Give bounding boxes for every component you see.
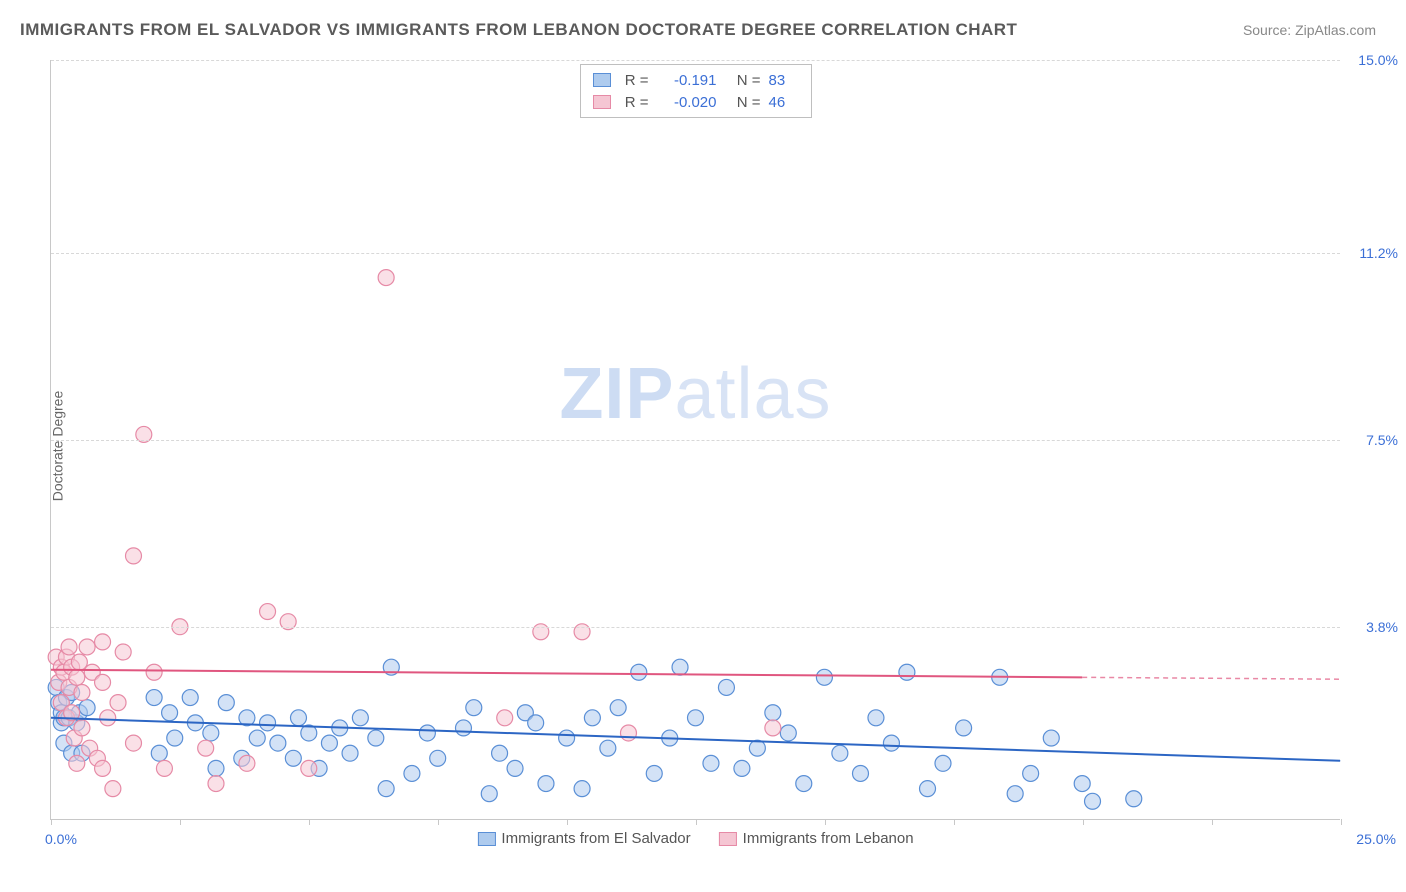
correlation-row-1: R = -0.191 N = 83 xyxy=(593,69,799,91)
plot-area: ZIPatlas R = -0.191 N = 83 R = -0.020 N … xyxy=(50,60,1340,820)
correlation-row-2: R = -0.020 N = 46 xyxy=(593,91,799,113)
n-label: N = xyxy=(731,72,761,89)
chart-title: IMMIGRANTS FROM EL SALVADOR VS IMMIGRANT… xyxy=(20,20,1017,40)
r-value-1: -0.191 xyxy=(657,72,717,89)
legend-label-el-salvador: Immigrants from El Salvador xyxy=(501,830,690,847)
legend-swatch-el-salvador xyxy=(477,832,495,846)
y-tick-label: 15.0% xyxy=(1348,52,1398,68)
source-label: Source: xyxy=(1243,22,1295,38)
correlation-box: R = -0.191 N = 83 R = -0.020 N = 46 xyxy=(580,64,812,118)
x-axis-min-label: 0.0% xyxy=(45,831,77,847)
swatch-lebanon xyxy=(593,95,611,109)
r-label: R = xyxy=(619,94,649,111)
legend-bottom: Immigrants from El Salvador Immigrants f… xyxy=(477,830,913,847)
y-tick-label: 7.5% xyxy=(1348,432,1398,448)
r-label: R = xyxy=(619,72,649,89)
n-value-2: 46 xyxy=(769,94,799,111)
swatch-el-salvador xyxy=(593,73,611,87)
r-value-2: -0.020 xyxy=(657,94,717,111)
y-tick-label: 3.8% xyxy=(1348,619,1398,635)
n-value-1: 83 xyxy=(769,72,799,89)
legend-swatch-lebanon xyxy=(719,832,737,846)
legend-item-el-salvador: Immigrants from El Salvador xyxy=(477,830,690,847)
n-label: N = xyxy=(731,94,761,111)
x-axis-max-label: 25.0% xyxy=(1356,831,1396,847)
source-value: ZipAtlas.com xyxy=(1295,22,1376,38)
y-tick-label: 11.2% xyxy=(1348,245,1398,261)
legend-item-lebanon: Immigrants from Lebanon xyxy=(719,830,914,847)
legend-label-lebanon: Immigrants from Lebanon xyxy=(743,830,914,847)
source-attribution: Source: ZipAtlas.com xyxy=(1243,22,1376,38)
